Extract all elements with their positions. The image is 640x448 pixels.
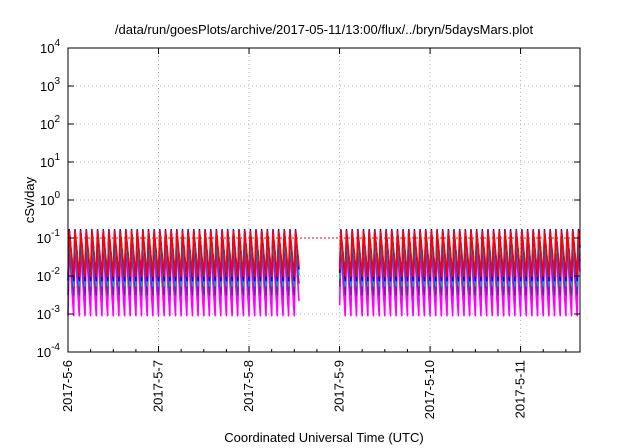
y-tick-label: 101 xyxy=(40,152,60,170)
y-tick-label: 10-3 xyxy=(37,304,61,322)
x-axis-ticks: 2017-5-6 2017-5-7 2017-5-8 2017-5-9 2017-5-1… xyxy=(60,48,567,419)
x-tick-label: 2017-5-11 xyxy=(513,360,528,418)
y-tick-label: 100 xyxy=(40,190,60,208)
x-axis-title: Coordinated Universal Time (UTC) xyxy=(224,430,423,445)
x-tick-label: 2017-5-7 xyxy=(151,360,166,412)
y-tick-label: 104 xyxy=(40,38,60,56)
series-lines xyxy=(67,228,581,317)
y-tick-label: 102 xyxy=(40,114,60,132)
y-axis-ticks: 10-4 10-3 10-2 10-1 100 101 102 103 104 xyxy=(37,38,580,360)
y-tick-label: 10-4 xyxy=(37,342,61,360)
chart-title: /data/run/goesPlots/archive/2017-05-11/1… xyxy=(115,22,534,37)
x-tick-label: 2017-5-6 xyxy=(60,360,75,412)
y-tick-label: 10-2 xyxy=(37,266,61,284)
y-tick-label: 10-1 xyxy=(37,228,61,246)
x-tick-label: 2017-5-10 xyxy=(422,360,437,419)
x-tick-label: 2017-5-9 xyxy=(332,360,347,412)
series-line xyxy=(338,230,581,278)
y-tick-label: 103 xyxy=(40,76,60,94)
y-axis-title: cSv/day xyxy=(22,176,37,223)
series-line xyxy=(67,230,300,278)
x-tick-label: 2017-5-8 xyxy=(241,360,256,412)
